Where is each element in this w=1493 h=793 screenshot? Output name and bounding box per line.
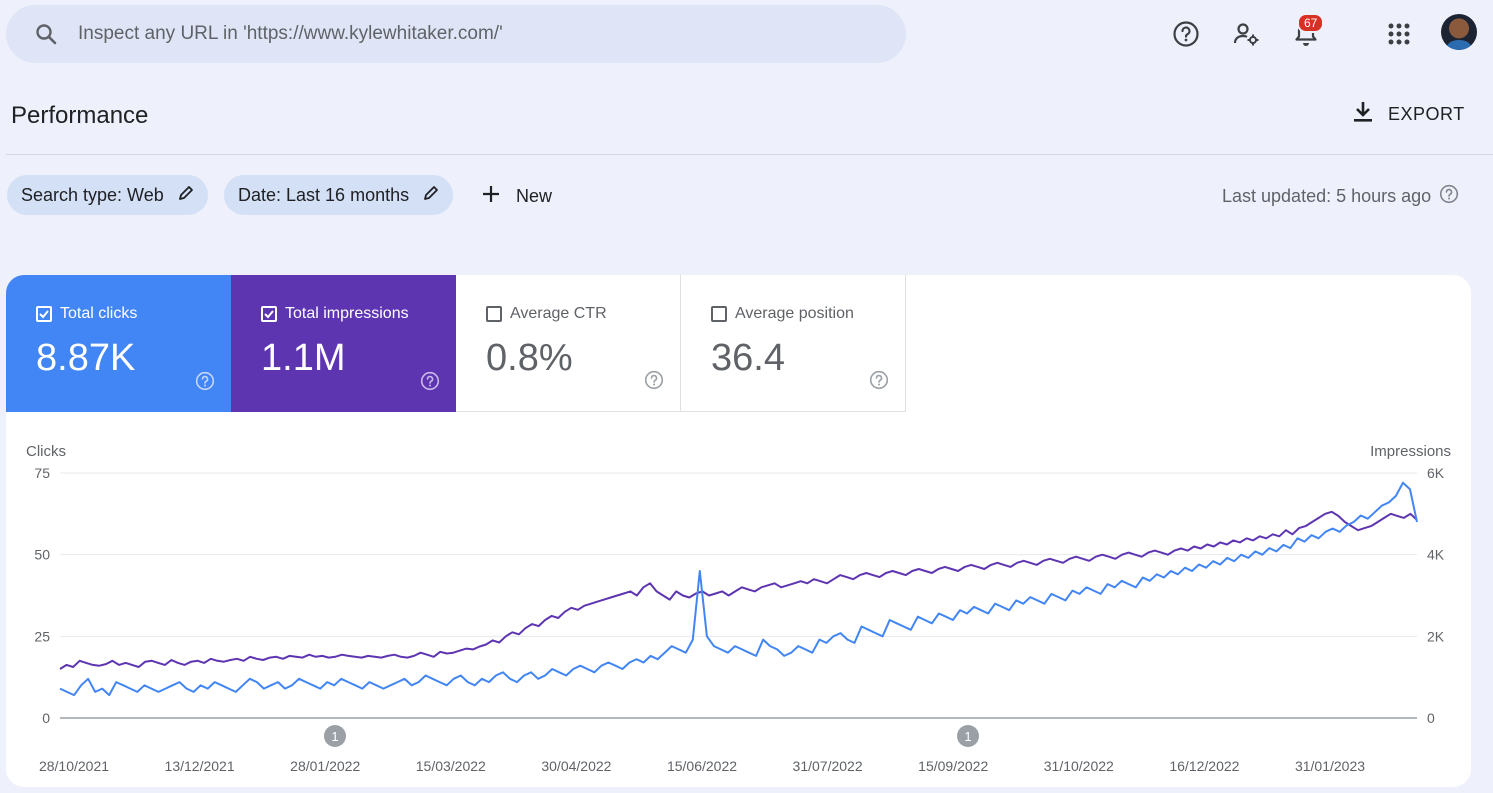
x-tick-label: 31/10/2022 bbox=[1044, 758, 1114, 774]
checkbox-unchecked-icon[interactable] bbox=[711, 306, 727, 322]
edit-pencil-icon bbox=[423, 185, 439, 206]
metric-value: 8.87K bbox=[36, 337, 136, 379]
notifications-count-badge: 67 bbox=[1297, 13, 1325, 33]
help-icon[interactable] bbox=[1439, 184, 1459, 209]
metric-label: Total impressions bbox=[285, 305, 409, 322]
x-tick-label: 28/10/2021 bbox=[39, 758, 109, 774]
search-type-filter-chip[interactable]: Search type: Web bbox=[7, 175, 208, 215]
series-line-clicks bbox=[59, 481, 1418, 697]
search-input[interactable] bbox=[78, 23, 858, 45]
y-right-tick-label: 2K bbox=[1427, 628, 1445, 644]
metric-average-ctr[interactable]: Average CTR 0.8% bbox=[456, 275, 681, 412]
metric-value: 0.8% bbox=[486, 337, 573, 379]
checkbox-checked-icon[interactable] bbox=[261, 306, 277, 322]
metric-total-clicks[interactable]: Total clicks 8.87K bbox=[6, 275, 231, 412]
apps-icon[interactable] bbox=[1379, 14, 1419, 54]
new-filter-button[interactable]: New bbox=[480, 178, 552, 214]
series-line-impressions bbox=[59, 510, 1418, 670]
x-tick-label: 30/04/2022 bbox=[541, 758, 611, 774]
y-left-tick-label: 25 bbox=[34, 628, 50, 644]
page-title: Performance bbox=[11, 102, 149, 129]
edit-pencil-icon bbox=[178, 185, 194, 206]
header-divider bbox=[6, 154, 1493, 155]
performance-card: Total clicks 8.87K Total impressions 1.1… bbox=[6, 275, 1471, 787]
help-icon[interactable] bbox=[195, 371, 215, 396]
help-icon[interactable] bbox=[1166, 14, 1206, 54]
y-left-tick-label: 0 bbox=[42, 710, 50, 726]
annotation-label: 1 bbox=[331, 729, 338, 744]
search-type-label: Search type: Web bbox=[21, 184, 164, 205]
last-updated: Last updated: 5 hours ago bbox=[1222, 184, 1459, 209]
download-icon bbox=[1352, 100, 1374, 129]
annotation-marker bbox=[957, 725, 979, 747]
x-tick-label: 31/01/2023 bbox=[1295, 758, 1365, 774]
y-left-tick-label: 50 bbox=[34, 547, 50, 563]
export-label: EXPORT bbox=[1388, 104, 1465, 124]
performance-chart[interactable]: Clicks Impressions 75 6K 50 4K 25 2K 0 0 28/10/2… bbox=[6, 425, 1471, 787]
x-tick-label: 16/12/2022 bbox=[1169, 758, 1239, 774]
x-tick-label: 28/01/2022 bbox=[290, 758, 360, 774]
checkbox-checked-icon[interactable] bbox=[36, 306, 52, 322]
metric-total-impressions[interactable]: Total impressions 1.1M bbox=[231, 275, 456, 412]
last-updated-text: Last updated: 5 hours ago bbox=[1222, 186, 1432, 206]
export-button[interactable]: EXPORT bbox=[1352, 100, 1465, 129]
new-filter-label: New bbox=[516, 185, 553, 206]
x-tick-label: 31/07/2022 bbox=[793, 758, 863, 774]
y-left-axis-label: Clicks bbox=[26, 443, 66, 460]
manage-users-icon[interactable] bbox=[1226, 14, 1266, 54]
help-icon[interactable] bbox=[644, 370, 664, 395]
metric-average-position[interactable]: Average position 36.4 bbox=[681, 275, 906, 412]
y-right-axis-label: Impressions bbox=[1370, 443, 1451, 460]
metric-label: Total clicks bbox=[60, 305, 138, 322]
plus-icon bbox=[480, 183, 502, 210]
metric-label: Average position bbox=[735, 305, 854, 322]
annotation-label: 1 bbox=[964, 729, 971, 744]
help-icon[interactable] bbox=[420, 371, 440, 396]
chart-svg: 75 6K 50 4K 25 2K 0 0 28/10/2021 13/12/2021 28/01/… bbox=[34, 465, 1445, 774]
account-avatar[interactable] bbox=[1441, 14, 1477, 50]
y-right-tick-label: 0 bbox=[1427, 710, 1435, 726]
date-filter-chip[interactable]: Date: Last 16 months bbox=[224, 175, 454, 215]
checkbox-unchecked-icon[interactable] bbox=[486, 306, 502, 322]
top-bar: 67 bbox=[0, 0, 1493, 70]
metric-value: 36.4 bbox=[711, 337, 785, 379]
x-tick-label: 13/12/2021 bbox=[165, 758, 235, 774]
metric-label: Average CTR bbox=[510, 305, 607, 322]
search-icon bbox=[32, 20, 60, 48]
y-left-tick-label: 75 bbox=[34, 465, 50, 481]
x-tick-label: 15/06/2022 bbox=[667, 758, 737, 774]
help-icon[interactable] bbox=[869, 370, 889, 395]
x-tick-label: 15/09/2022 bbox=[918, 758, 988, 774]
y-right-tick-label: 6K bbox=[1427, 465, 1445, 481]
x-tick-label: 15/03/2022 bbox=[416, 758, 486, 774]
annotation-marker bbox=[324, 725, 346, 747]
date-label: Date: Last 16 months bbox=[238, 184, 410, 205]
metric-value: 1.1M bbox=[261, 337, 346, 379]
y-right-tick-label: 4K bbox=[1427, 547, 1445, 563]
url-inspection-search[interactable] bbox=[6, 5, 906, 63]
